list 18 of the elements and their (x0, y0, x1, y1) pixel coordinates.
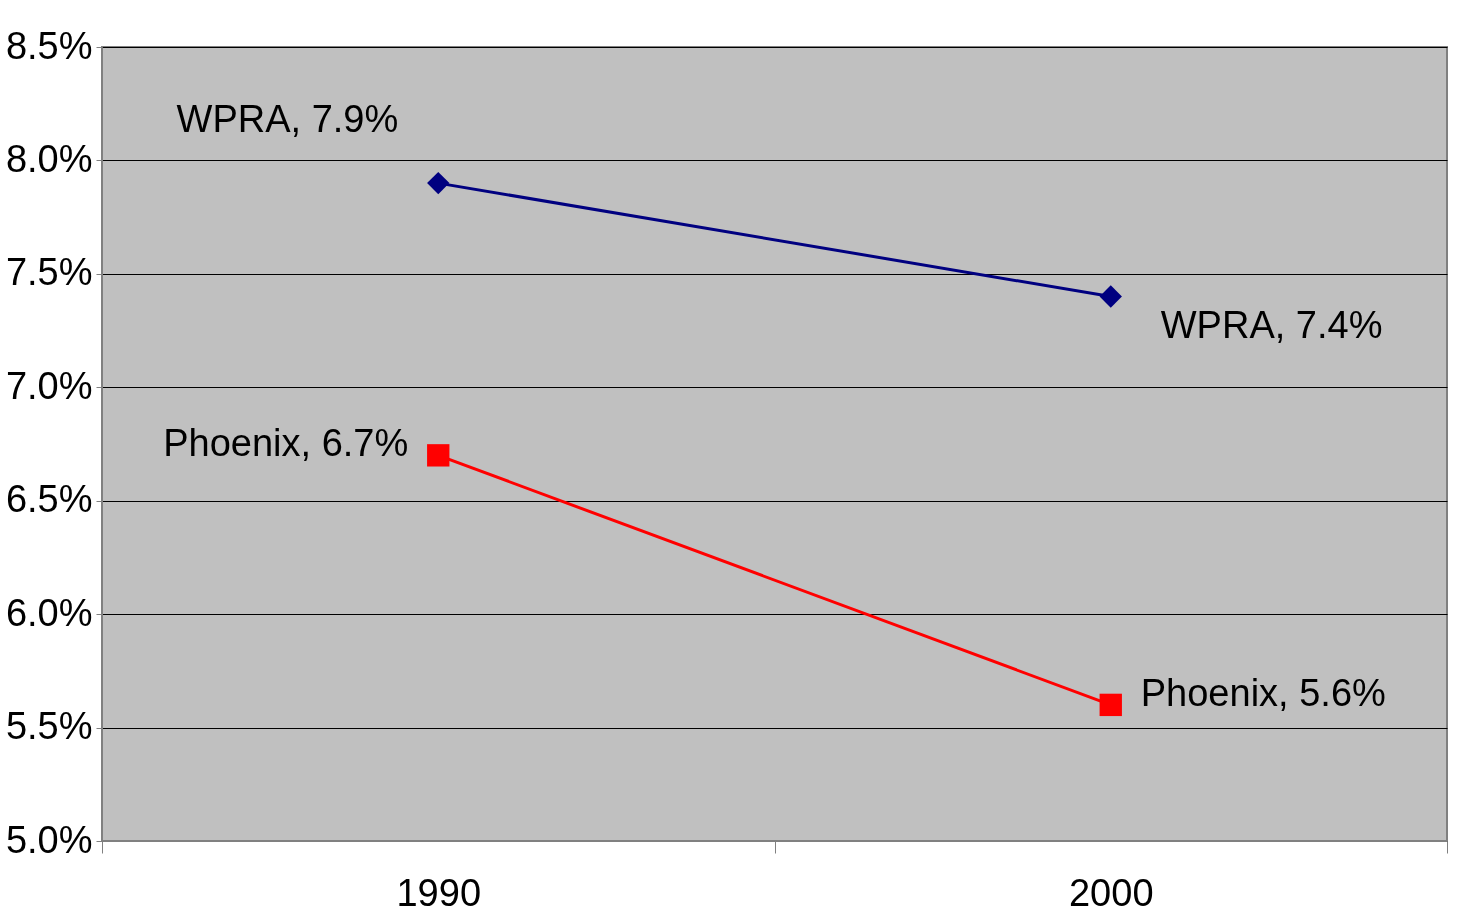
y-tick-label: 5.5% (5, 705, 93, 748)
point (1099, 693, 1122, 717)
point (1099, 285, 1122, 308)
data-label: Phoenix, 6.7% (163, 422, 409, 465)
y-tick-label: 7.0% (5, 364, 93, 407)
data-label: Phoenix, 5.6% (1140, 671, 1386, 714)
y-tick-label: 6.5% (5, 478, 93, 521)
point (427, 171, 450, 195)
data-label: WPRA, 7.4% (1160, 303, 1383, 346)
y-tick-label: 7.5% (5, 251, 93, 294)
y-tick-label: 8.5% (5, 24, 93, 67)
data-label: WPRA, 7.9% (176, 98, 399, 141)
point (427, 444, 450, 467)
y-tick-label: 8.0% (5, 137, 93, 180)
y-tick-label: 6.0% (5, 591, 93, 634)
x-tick-label: 1990 (396, 871, 482, 906)
x-tick-label: 2000 (1068, 871, 1154, 906)
y-tick-label: 5.0% (5, 818, 93, 861)
